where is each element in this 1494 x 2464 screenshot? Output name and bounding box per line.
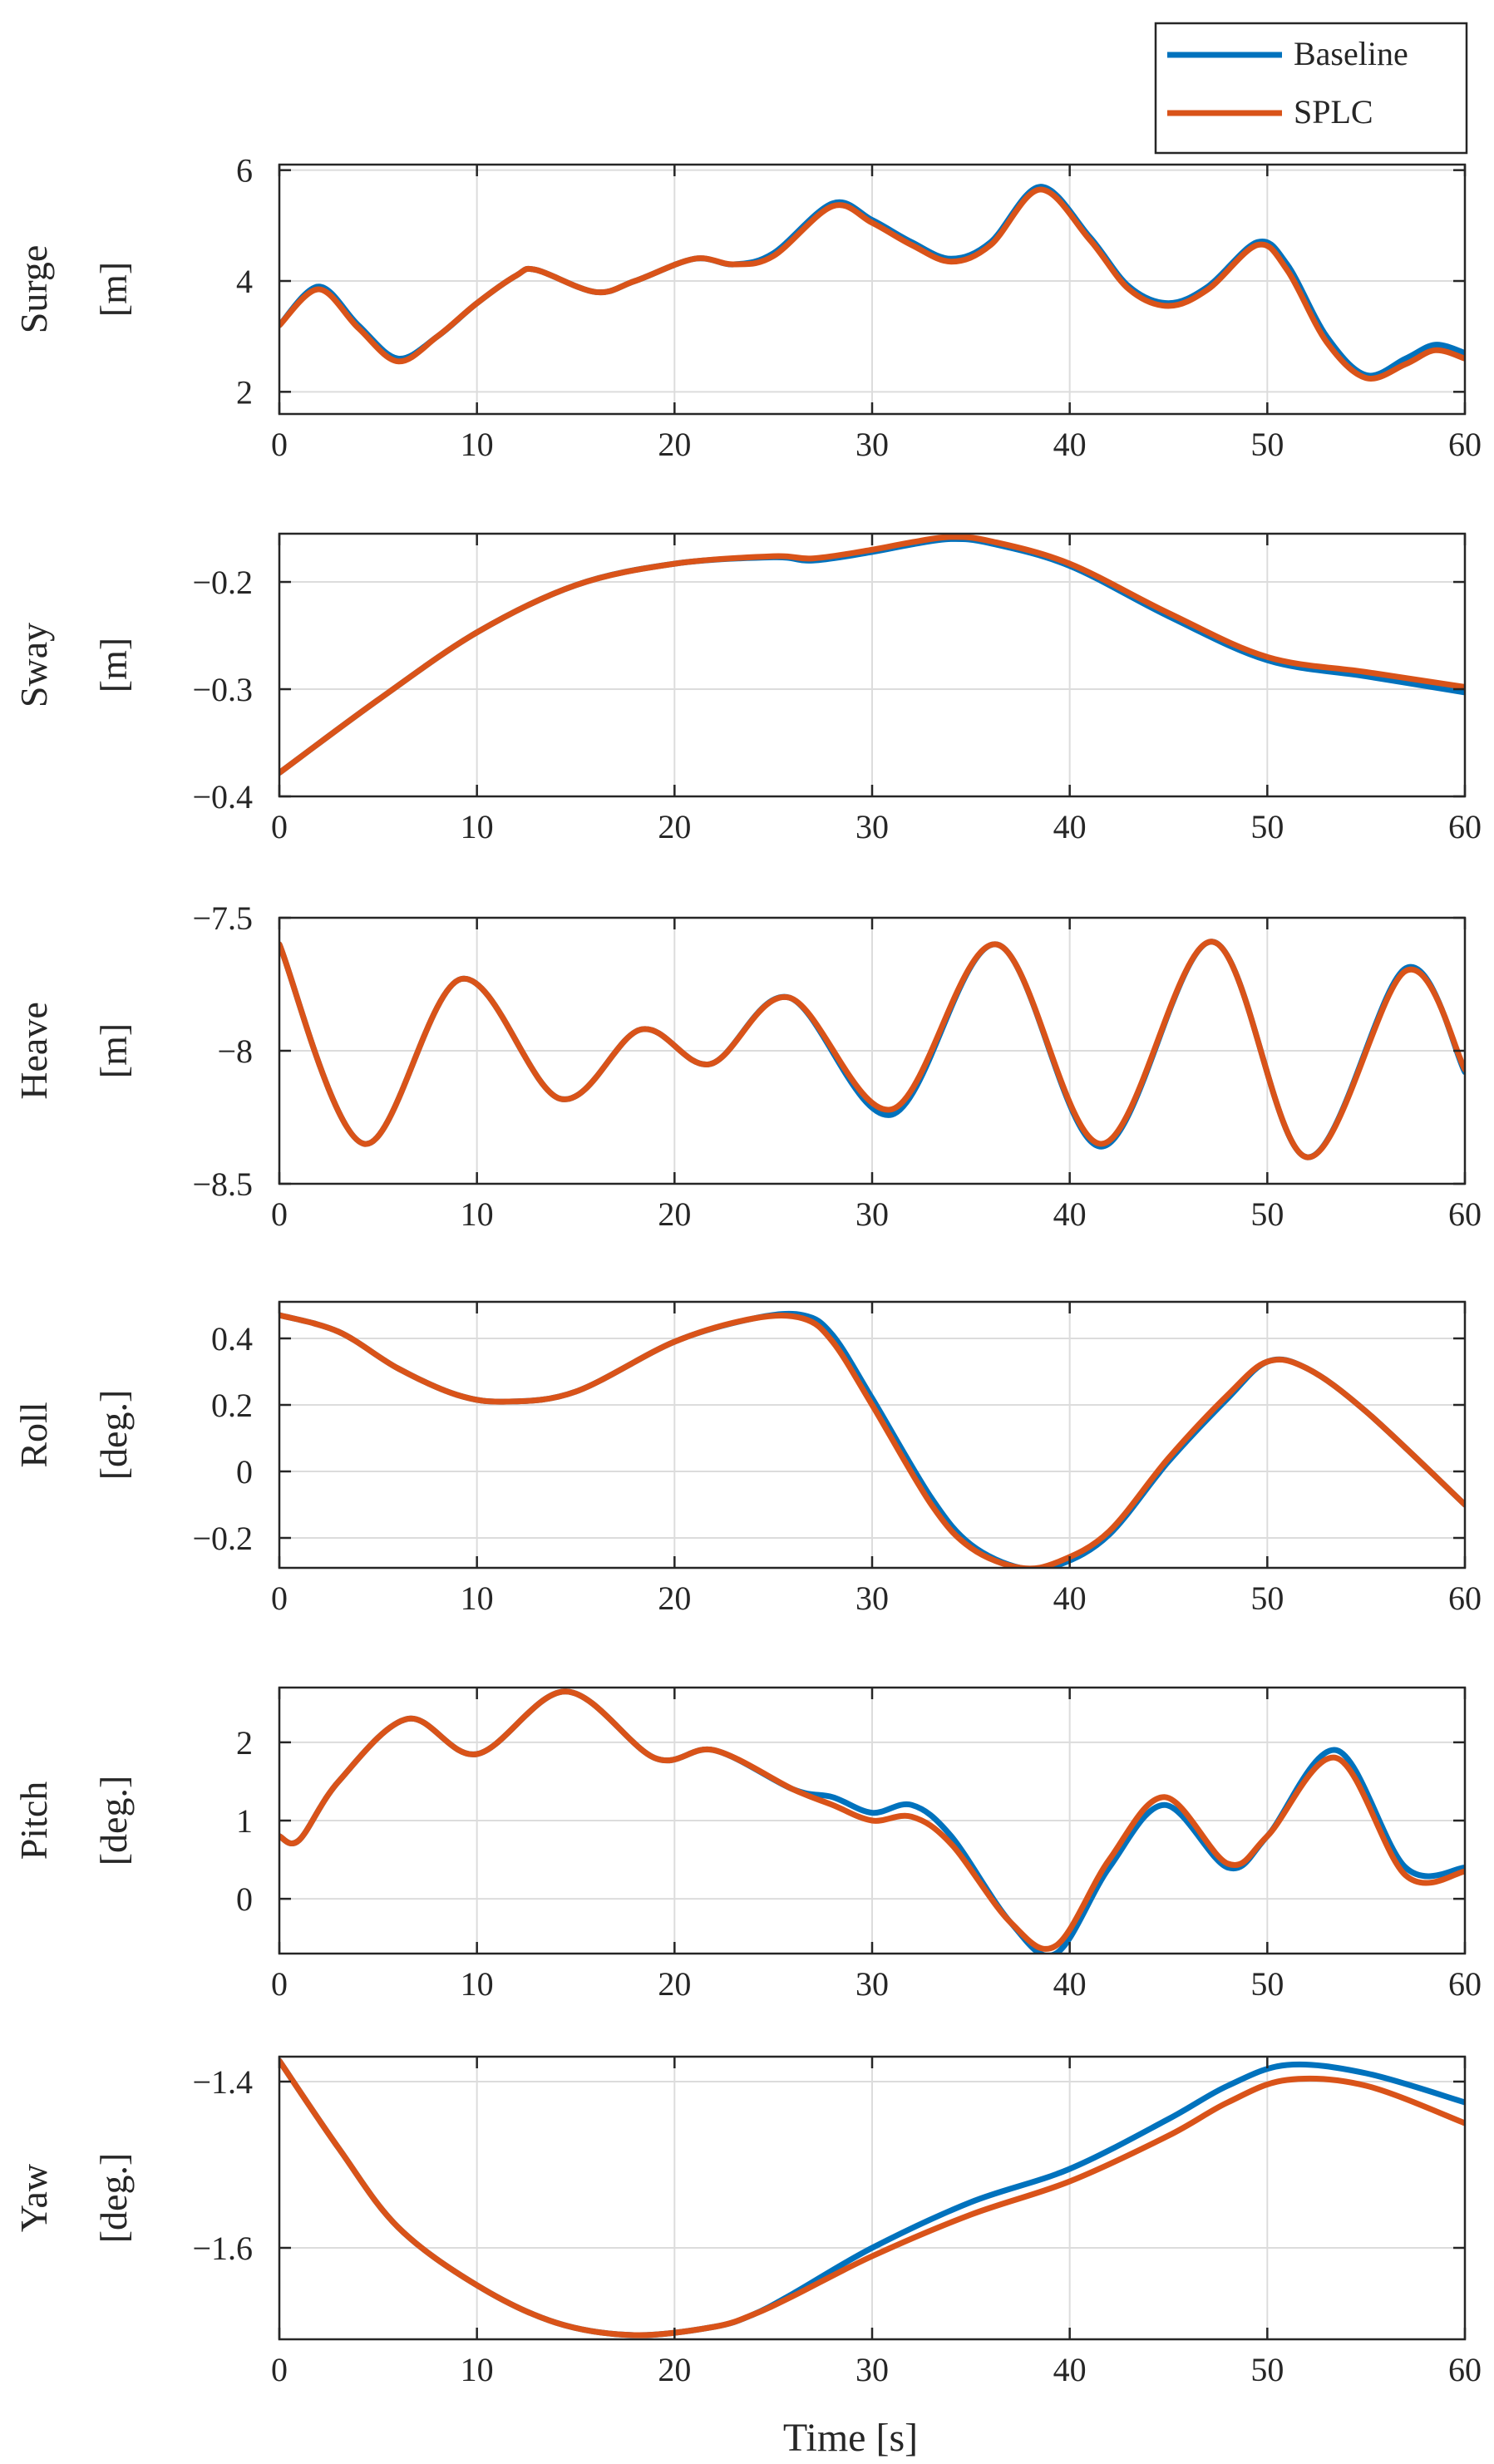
- legend-label-baseline: Baseline: [1294, 35, 1408, 72]
- roll-x-tick-label: 50: [1250, 1579, 1284, 1617]
- pitch-y-tick-label: 0: [236, 1880, 253, 1918]
- sway-x-tick-label: 10: [461, 808, 494, 845]
- roll-y-tick-label: 0: [236, 1453, 253, 1491]
- heave-x-tick-label: 50: [1250, 1195, 1284, 1233]
- heave-x-tick-label: 30: [855, 1195, 889, 1233]
- roll-subplot: 0 10 20 30 40 50 60 −0.2 0 0.2 0.4 Roll [deg.]: [12, 1300, 1482, 1617]
- roll-x-tick-label: 0: [271, 1579, 288, 1617]
- surge-x-tick-label: 50: [1250, 426, 1284, 463]
- sway-y-tick-label: −0.2: [192, 564, 253, 601]
- roll-x-tick-label: 20: [658, 1579, 691, 1617]
- yaw-ylabel-unit: [deg.]: [92, 2153, 135, 2244]
- pitch-ylabel-unit: [deg.]: [92, 1776, 135, 1866]
- sway-x-tick-label: 0: [271, 808, 288, 845]
- heave-y-tick-label: −8.5: [192, 1165, 253, 1203]
- yaw-x-tick-label: 60: [1448, 2351, 1482, 2388]
- pitch-x-tick-label: 10: [461, 1965, 494, 2003]
- sway-x-tick-label: 60: [1448, 808, 1482, 845]
- heave-x-tick-label: 0: [271, 1195, 288, 1233]
- heave-ylabel-unit: [m]: [92, 1023, 135, 1078]
- roll-ylabel-unit: [deg.]: [92, 1390, 135, 1481]
- yaw-ylabel-name: Yaw: [12, 2163, 55, 2232]
- legend-box: [1154, 22, 1468, 155]
- surge-ylabel-name: Surge: [12, 245, 55, 334]
- sway-series-splc: [279, 534, 1465, 776]
- sway-ylabel-unit: [m]: [92, 638, 135, 692]
- surge-x-tick-label: 30: [855, 426, 889, 463]
- yaw-x-tick-label: 30: [855, 2351, 889, 2388]
- roll-x-tick-label: 40: [1053, 1579, 1087, 1617]
- pitch-x-tick-label: 40: [1053, 1965, 1087, 2003]
- surge-x-tick-label: 40: [1053, 426, 1087, 463]
- heave-x-tick-label: 10: [461, 1195, 494, 1233]
- yaw-subplot: 0 10 20 30 40 50 60 −1.6 −1.4 Yaw [deg.]: [12, 2055, 1482, 2388]
- pitch-subplot: 0 10 20 30 40 50 60 0 1 2 Pitch [deg.]: [12, 1686, 1482, 2003]
- sway-x-tick-label: 50: [1250, 808, 1284, 845]
- pitch-series-splc: [279, 1688, 1465, 1952]
- pitch-x-tick-label: 0: [271, 1965, 288, 2003]
- surge-x-tick-label: 60: [1448, 426, 1482, 463]
- yaw-y-tick-label: −1.4: [192, 2063, 253, 2101]
- roll-y-tick-label: 0.4: [211, 1320, 253, 1358]
- sway-x-tick-label: 20: [658, 808, 691, 845]
- legend: Baseline SPLC: [1154, 22, 1468, 155]
- yaw-x-tick-label: 20: [658, 2351, 691, 2388]
- roll-series-splc: [279, 1312, 1465, 1568]
- surge-x-tick-label: 20: [658, 426, 691, 463]
- surge-y-tick-label: 6: [236, 152, 253, 190]
- sway-x-tick-label: 30: [855, 808, 889, 845]
- roll-y-tick-label: −0.2: [192, 1520, 253, 1557]
- sway-x-tick-label: 40: [1053, 808, 1087, 845]
- pitch-x-tick-label: 60: [1448, 1965, 1482, 2003]
- heave-x-tick-label: 60: [1448, 1195, 1482, 1233]
- roll-y-tick-label: 0.2: [211, 1387, 253, 1424]
- pitch-x-tick-label: 30: [855, 1965, 889, 2003]
- legend-label-splc: SPLC: [1294, 93, 1373, 131]
- pitch-ylabel-name: Pitch: [12, 1781, 55, 1860]
- yaw-x-tick-label: 0: [271, 2351, 288, 2388]
- x-axis-label: Time [s]: [783, 2416, 918, 2460]
- sway-ylabel-name: Sway: [12, 623, 55, 707]
- surge-y-tick-label: 4: [236, 263, 253, 300]
- surge-x-tick-label: 0: [271, 426, 288, 463]
- heave-y-tick-label: −7.5: [192, 899, 253, 937]
- surge-y-tick-label: 2: [236, 373, 253, 411]
- yaw-y-tick-label: −1.6: [192, 2230, 253, 2267]
- heave-x-tick-label: 40: [1053, 1195, 1087, 1233]
- yaw-x-tick-label: 40: [1053, 2351, 1087, 2388]
- heave-y-tick-label: −8: [217, 1032, 253, 1070]
- roll-x-tick-label: 30: [855, 1579, 889, 1617]
- surge-x-tick-label: 10: [461, 426, 494, 463]
- surge-series-splc: [279, 186, 1465, 382]
- surge-subplot: 0 10 20 30 40 50 60 2 4 6 Surge [m]: [12, 152, 1482, 463]
- heave-x-tick-label: 20: [658, 1195, 691, 1233]
- pitch-y-tick-label: 2: [236, 1724, 253, 1762]
- heave-subplot: 0 10 20 30 40 50 60 −8.5 −8 −7.5 Heave [m]: [12, 899, 1482, 1233]
- heave-series-splc: [279, 939, 1465, 1161]
- pitch-x-tick-label: 20: [658, 1965, 691, 2003]
- roll-x-tick-label: 60: [1448, 1579, 1482, 1617]
- pitch-y-tick-label: 1: [236, 1802, 253, 1840]
- sway-y-tick-label: −0.3: [192, 671, 253, 708]
- yaw-series-splc: [279, 2057, 1465, 2338]
- pitch-x-tick-label: 50: [1250, 1965, 1284, 2003]
- yaw-x-tick-label: 10: [461, 2351, 494, 2388]
- roll-x-tick-label: 10: [461, 1579, 494, 1617]
- roll-ylabel-name: Roll: [12, 1402, 55, 1467]
- sway-y-tick-label: −0.4: [192, 778, 253, 816]
- surge-ylabel-unit: [m]: [92, 262, 135, 317]
- heave-ylabel-name: Heave: [12, 1002, 55, 1099]
- yaw-x-tick-label: 50: [1250, 2351, 1284, 2388]
- sway-subplot: 0 10 20 30 40 50 60 −0.4 −0.3 −0.2 Sway [m]: [12, 532, 1482, 845]
